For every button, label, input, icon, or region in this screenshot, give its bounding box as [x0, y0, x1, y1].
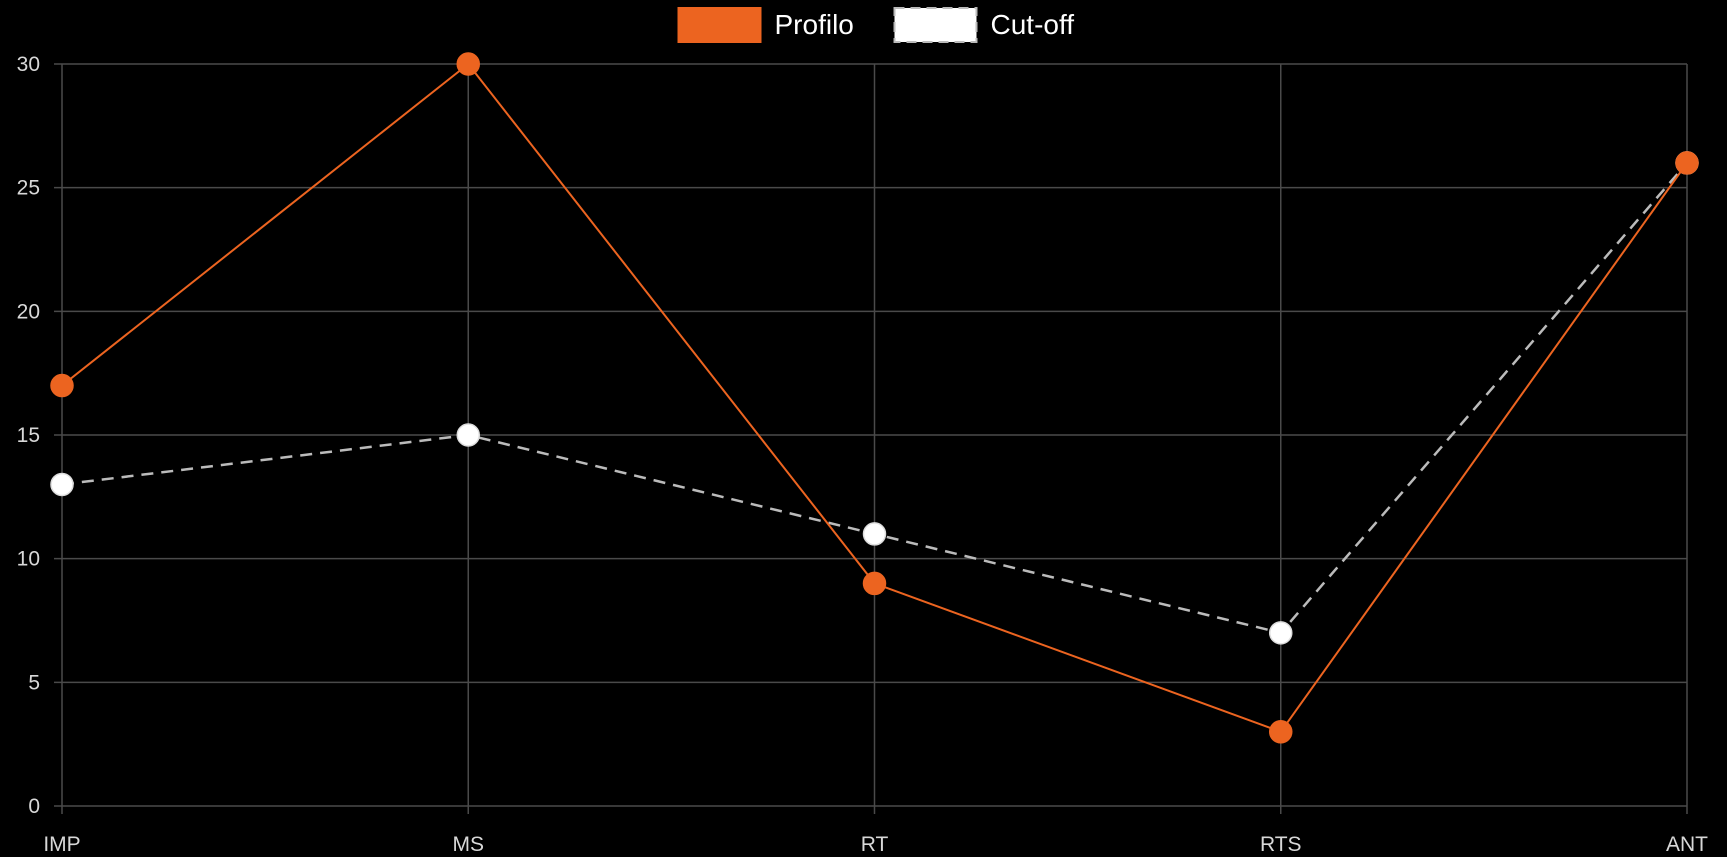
legend[interactable]: Profilo Cut-off [677, 7, 1075, 43]
y-tick-label: 5 [28, 671, 40, 694]
data-point[interactable] [862, 571, 887, 596]
data-point[interactable] [1675, 151, 1699, 175]
data-point[interactable] [50, 472, 74, 497]
y-tick-label: 15 [17, 424, 40, 447]
data-point[interactable] [1269, 621, 1293, 645]
y-axis-ticks: 0 5 10 15 20 25 30 [17, 53, 40, 818]
legend-label: Cut-off [991, 9, 1075, 40]
x-tick-label: RTS [1260, 833, 1302, 856]
y-tick-label: 20 [17, 300, 40, 323]
x-tick-label: IMP [43, 833, 80, 856]
legend-swatch [677, 7, 762, 43]
data-point[interactable] [1269, 720, 1293, 744]
series-group [50, 52, 1699, 744]
data-point[interactable] [456, 52, 480, 76]
x-tick-label: MS [453, 833, 485, 856]
legend-swatch [893, 7, 978, 43]
y-tick-label: 25 [17, 177, 40, 200]
y-tick-label: 30 [17, 53, 40, 76]
data-point[interactable] [456, 423, 480, 447]
legend-item[interactable]: Cut-off [893, 7, 1075, 43]
legend-label: Profilo [775, 9, 854, 40]
y-tick-label: 0 [28, 795, 40, 818]
grid [54, 63, 1688, 814]
x-tick-label: ANT [1666, 833, 1708, 856]
legend-item[interactable]: Profilo [677, 7, 854, 43]
x-axis-ticks: IMP MS RT RTS ANT [43, 833, 1708, 856]
y-tick-label: 10 [17, 548, 40, 571]
data-point[interactable] [862, 522, 887, 546]
series-profilo [50, 52, 1699, 744]
data-point[interactable] [50, 373, 74, 398]
x-tick-label: RT [861, 833, 889, 856]
